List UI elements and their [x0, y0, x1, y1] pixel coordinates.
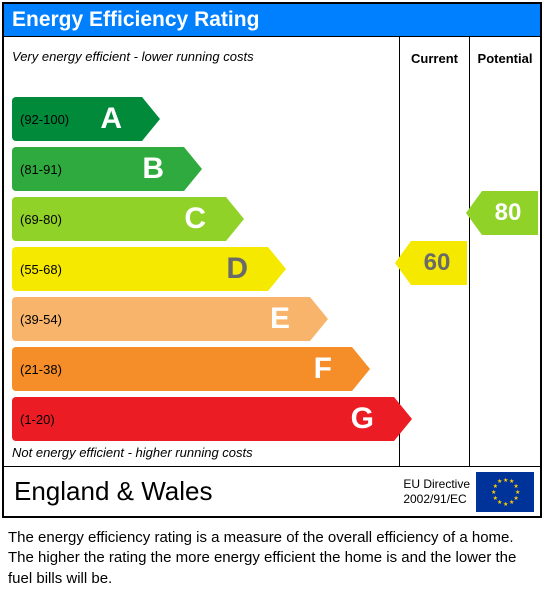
description-text: The energy efficiency rating is a measur… — [2, 520, 542, 589]
band-c: (69-80) C — [12, 195, 399, 243]
potential-arrow: 80 — [482, 191, 538, 235]
band-b: (81-91) B — [12, 145, 399, 193]
current-header: Current — [400, 37, 469, 89]
band-range-c: (69-80) — [20, 212, 62, 227]
band-bar-e: (39-54) E — [12, 297, 310, 341]
chart-body: Very energy efficient - lower running co… — [4, 36, 540, 466]
band-bar-b: (81-91) B — [12, 147, 184, 191]
band-range-b: (81-91) — [20, 162, 62, 177]
band-letter-c: C — [184, 202, 206, 236]
flag-star-icon: ★ — [513, 495, 517, 499]
directive-label: EU Directive 2002/91/EC — [403, 477, 476, 506]
band-bar-g: (1-20) G — [12, 397, 394, 441]
flag-star-icon: ★ — [503, 477, 507, 481]
band-d: (55-68) D — [12, 245, 399, 293]
band-range-f: (21-38) — [20, 362, 62, 377]
band-letter-d: D — [226, 252, 248, 286]
band-range-g: (1-20) — [20, 412, 55, 427]
caption-top: Very energy efficient - lower running co… — [12, 43, 399, 95]
flag-star-icon: ★ — [509, 499, 513, 503]
current-column: Current 60 — [400, 37, 470, 466]
band-letter-a: A — [100, 102, 122, 136]
potential-header: Potential — [470, 37, 540, 89]
epc-chart: Energy Efficiency Rating Very energy eff… — [2, 2, 542, 518]
band-range-e: (39-54) — [20, 312, 62, 327]
band-range-d: (55-68) — [20, 262, 62, 277]
region-label: England & Wales — [4, 476, 403, 507]
flag-star-icon: ★ — [509, 478, 513, 482]
band-f: (21-38) F — [12, 345, 399, 393]
bands-column: Very energy efficient - lower running co… — [4, 37, 400, 466]
band-a: (92-100) A — [12, 95, 399, 143]
band-range-a: (92-100) — [20, 112, 69, 127]
eu-flag-icon: ★★★★★★★★★★★★ — [476, 472, 534, 512]
current-arrow: 60 — [411, 241, 467, 285]
band-letter-b: B — [142, 152, 164, 186]
flag-star-icon: ★ — [493, 483, 497, 487]
band-bar-c: (69-80) C — [12, 197, 226, 241]
band-bar-d: (55-68) D — [12, 247, 268, 291]
chart-title: Energy Efficiency Rating — [4, 4, 540, 36]
band-letter-g: G — [351, 402, 374, 436]
band-bar-a: (92-100) A — [12, 97, 142, 141]
band-e: (39-54) E — [12, 295, 399, 343]
flag-star-icon: ★ — [503, 501, 507, 505]
footer-row: England & Wales EU Directive 2002/91/EC … — [4, 466, 540, 516]
directive-line1: EU Directive — [403, 477, 470, 491]
flag-star-icon: ★ — [515, 489, 519, 493]
flag-star-icon: ★ — [513, 483, 517, 487]
band-bar-f: (21-38) F — [12, 347, 352, 391]
band-g: (1-20) G — [12, 395, 399, 443]
band-letter-f: F — [314, 352, 332, 386]
directive-line2: 2002/91/EC — [403, 492, 466, 506]
band-letter-e: E — [270, 302, 290, 336]
flag-star-icon: ★ — [497, 478, 501, 482]
caption-bottom: Not energy efficient - higher running co… — [12, 445, 399, 460]
potential-column: Potential 80 — [470, 37, 540, 466]
